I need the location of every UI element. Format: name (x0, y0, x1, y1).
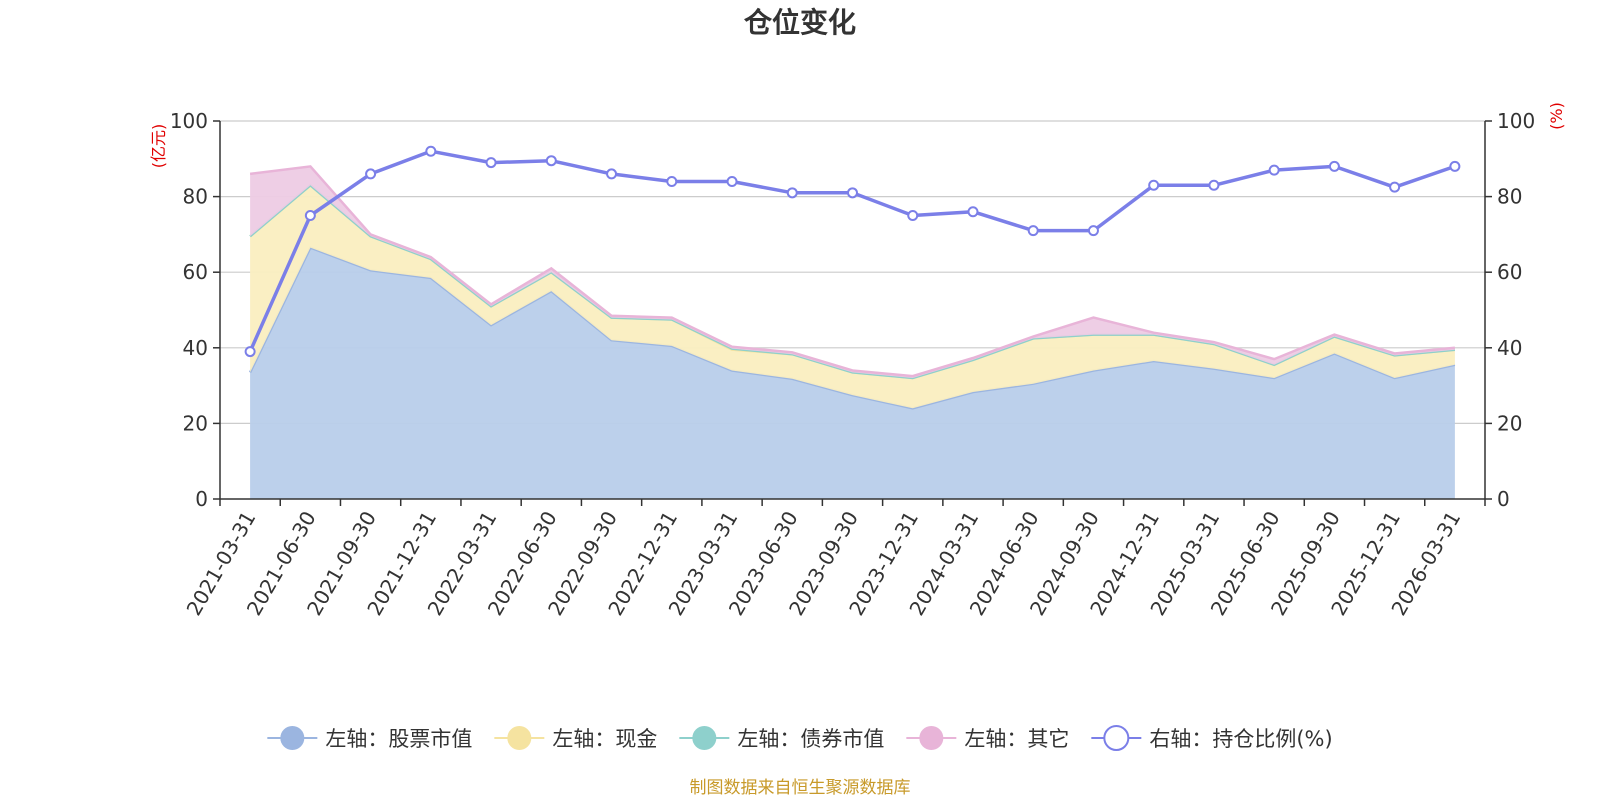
ratio-point (304, 210, 316, 221)
legend-marker (507, 726, 532, 750)
ratio-point (485, 157, 497, 169)
legend-item: 左轴：其它 (906, 726, 1069, 751)
legend-marker (280, 726, 305, 750)
ratio-point (967, 206, 979, 218)
legend-item: 左轴：现金 (494, 726, 657, 751)
ratio-point (1449, 160, 1461, 172)
ratio-line-group (244, 145, 1461, 358)
chart-title: 仓位变化 (744, 6, 856, 39)
ratio-point (786, 187, 798, 199)
ratio-point (1389, 181, 1401, 193)
ratio-point (1148, 179, 1160, 191)
left-y-tick-label: 0 (195, 487, 208, 511)
left-y-tick-label: 100 (170, 109, 208, 133)
right-y-tick-label: 0 (1497, 487, 1510, 511)
ratio-point (425, 145, 437, 157)
ratio-point (1328, 160, 1340, 172)
data-source-note: 制图数据来自恒生聚源数据库 (690, 778, 911, 798)
legend-item: 右轴：持仓比例(%) (1091, 725, 1333, 751)
legend-label: 右轴：持仓比例(%) (1149, 727, 1332, 751)
legend-marker (1103, 725, 1130, 751)
ratio-point (847, 187, 858, 199)
legend-item: 左轴：债券市值 (679, 726, 884, 751)
ratio-point (1087, 225, 1099, 237)
area-series-group (248, 165, 1456, 499)
right-axis-unit: (%) (1547, 102, 1566, 130)
legend-label: 左轴：股票市值 (325, 727, 472, 751)
area-edge-左轴：其它 (249, 165, 1456, 378)
ratio-point (1208, 179, 1220, 191)
right-y-tick-label: 40 (1497, 336, 1522, 360)
ratio-point (545, 155, 557, 167)
right-y-tick-label: 80 (1497, 185, 1522, 209)
legend-label: 左轴：债券市值 (737, 727, 884, 751)
ratio-point (1027, 225, 1039, 237)
left-axis-unit: (亿元) (149, 124, 168, 169)
legend-item: 左轴：股票市值 (267, 726, 472, 751)
ratio-point (365, 168, 377, 180)
ratio-point (726, 175, 738, 187)
area-fill-左轴：现金 (250, 185, 1455, 409)
left-y-tick-label: 80 (183, 185, 208, 209)
legend-marker (692, 726, 717, 750)
left-y-tick-label: 40 (183, 336, 208, 360)
legend-label: 左轴：其它 (964, 727, 1069, 751)
right-y-tick-label: 60 (1497, 260, 1522, 284)
area-fill-左轴：股票市值 (250, 247, 1455, 499)
legend-marker (919, 726, 944, 750)
ratio-point (1268, 164, 1280, 176)
ratio-point (907, 210, 919, 221)
left-y-tick-label: 60 (183, 260, 208, 284)
right-y-tick-label: 20 (1497, 411, 1522, 435)
legend-label: 左轴：现金 (552, 727, 657, 751)
left-y-tick-label: 20 (183, 411, 208, 435)
ratio-point (606, 168, 618, 180)
ratio-point (666, 175, 678, 187)
right-y-tick-label: 100 (1497, 109, 1535, 133)
legend: 左轴：股票市值 左轴：现金 左轴：债券市值 左轴：其它 右轴：持仓比例(%) (267, 725, 1333, 751)
ratio-point (244, 346, 256, 358)
